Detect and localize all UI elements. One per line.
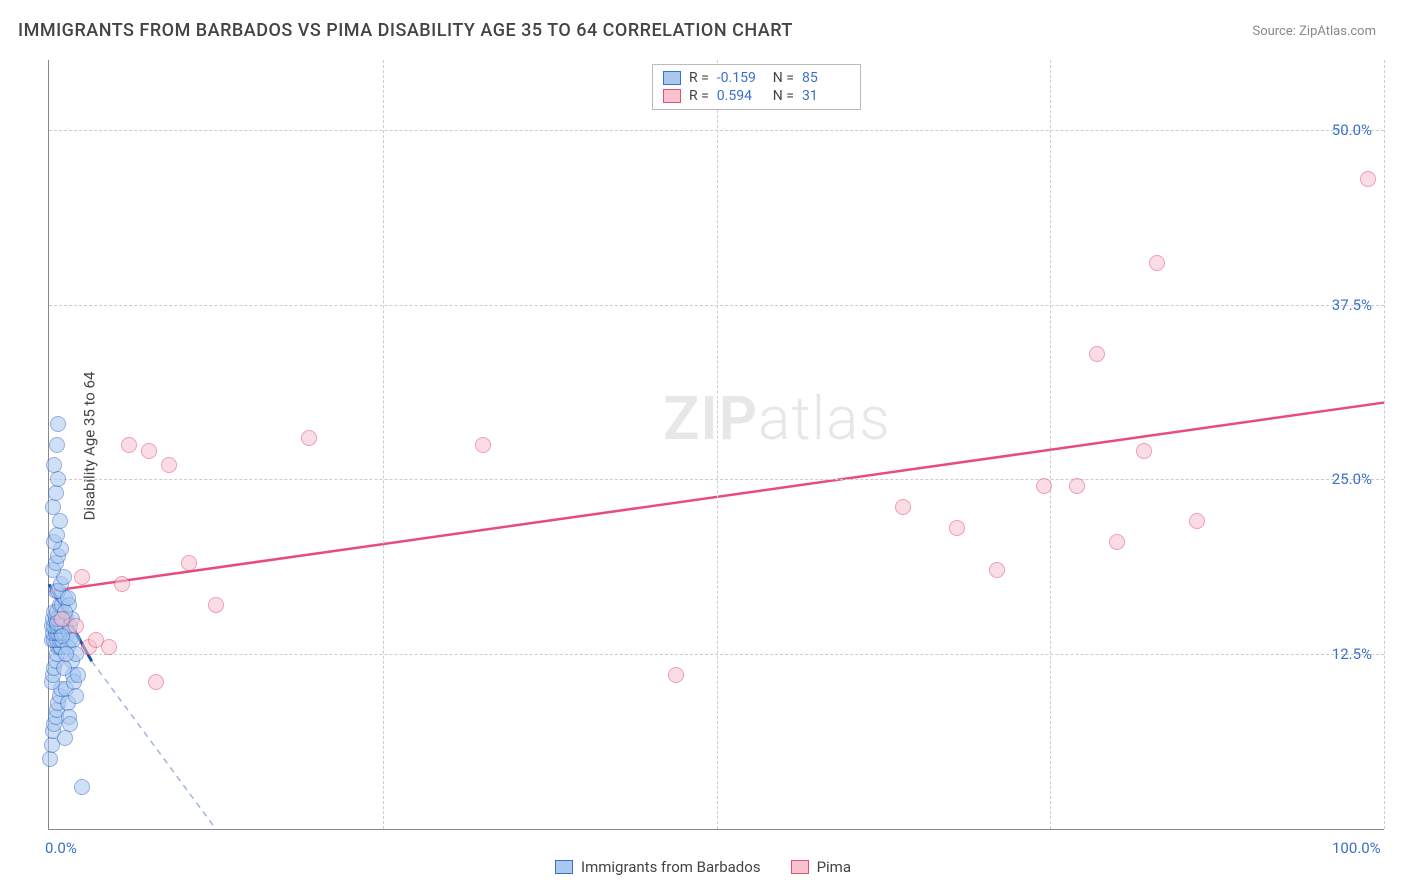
data-point [60, 590, 76, 606]
data-point [70, 667, 86, 683]
data-point [50, 471, 66, 487]
x-tick-label: 100.0% [1332, 839, 1381, 857]
data-point [895, 499, 911, 515]
data-point [42, 751, 58, 767]
data-point [49, 437, 65, 453]
legend-swatch [791, 860, 809, 874]
data-point [475, 437, 491, 453]
legend-swatch [663, 89, 681, 103]
legend-swatch [555, 860, 573, 874]
data-point [181, 555, 197, 571]
data-point [1189, 513, 1205, 529]
data-point [949, 520, 965, 536]
data-point [45, 499, 61, 515]
legend-r-value: 0.594 [717, 88, 765, 104]
gridline-v [717, 60, 718, 829]
gridline-v [1384, 60, 1385, 829]
data-point [148, 674, 164, 690]
legend-n-value: 31 [802, 88, 850, 104]
data-point [68, 618, 84, 634]
data-point [74, 779, 90, 795]
legend-n-value: 85 [802, 70, 850, 86]
legend-n-label: N = [773, 88, 794, 104]
data-point [989, 562, 1005, 578]
data-point [56, 660, 72, 676]
legend-label: Pima [817, 858, 851, 876]
data-point [50, 416, 66, 432]
data-point [1109, 534, 1125, 550]
data-point [1136, 443, 1152, 459]
x-tick-label: 0.0% [45, 839, 77, 857]
data-point [1069, 478, 1085, 494]
data-point [58, 646, 74, 662]
data-point [57, 730, 73, 746]
legend-item-barbados: Immigrants from Barbados [555, 858, 761, 876]
legend-correlation-box: R = -0.159 N = 85 R = 0.594 N = 31 [652, 64, 861, 110]
data-point [114, 576, 130, 592]
data-point [668, 667, 684, 683]
data-point [49, 527, 65, 543]
data-point [1089, 346, 1105, 362]
legend-item-pima: Pima [791, 858, 851, 876]
data-point [141, 443, 157, 459]
watermark: ZIPatlas [663, 383, 891, 454]
legend-swatch [663, 71, 681, 85]
legend-r-label: R = [689, 88, 709, 104]
legend-bottom: Immigrants from Barbados Pima [555, 858, 851, 876]
data-point [1149, 255, 1165, 271]
y-tick-label: 25.0% [1332, 470, 1372, 488]
data-point [48, 485, 64, 501]
data-point [101, 639, 117, 655]
y-tick-label: 12.5% [1332, 645, 1372, 663]
legend-r-value: -0.159 [717, 70, 765, 86]
legend-n-label: N = [773, 70, 794, 86]
legend-label: Immigrants from Barbados [581, 858, 761, 876]
data-point [161, 457, 177, 473]
data-point [68, 688, 84, 704]
y-tick-label: 37.5% [1332, 296, 1372, 314]
data-point [121, 437, 137, 453]
data-point [1360, 171, 1376, 187]
chart-plot-area: ZIPatlas 12.5%25.0%37.5%50.0%0.0%100.0%R… [48, 60, 1384, 830]
data-point [52, 513, 68, 529]
data-point [208, 597, 224, 613]
source-attribution: Source: ZipAtlas.com [1252, 24, 1376, 39]
gridline-v [383, 60, 384, 829]
data-point [301, 430, 317, 446]
gridline-v [1050, 60, 1051, 829]
legend-r-label: R = [689, 70, 709, 86]
data-point [1036, 478, 1052, 494]
chart-title: IMMIGRANTS FROM BARBADOS VS PIMA DISABIL… [18, 20, 793, 41]
data-point [46, 457, 62, 473]
data-point [74, 569, 90, 585]
y-tick-label: 50.0% [1332, 121, 1372, 139]
